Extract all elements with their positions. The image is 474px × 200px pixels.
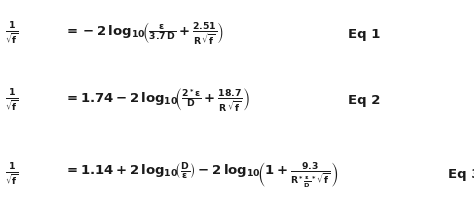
- Text: $\mathbf{\frac{1}{\sqrt{f}}}$: $\mathbf{\frac{1}{\sqrt{f}}}$: [5, 161, 18, 187]
- Text: $\mathbf{= 1.14 + 2\,log_{10}\!\left(\frac{D}{\varepsilon}\right) - 2\,log_{10}\: $\mathbf{= 1.14 + 2\,log_{10}\!\left(\fr…: [64, 160, 338, 188]
- Text: Eq 2: Eq 2: [348, 94, 381, 106]
- Text: $\mathbf{= 1.74 - 2\,log_{10}\!\left(\frac{2^*\varepsilon}{D}+\frac{18.7}{R\,\sq: $\mathbf{= 1.74 - 2\,log_{10}\!\left(\fr…: [64, 86, 250, 114]
- Text: $\mathbf{= -2\,log_{10}\!\left(\frac{\varepsilon}{3.7\,D}+\frac{2.51}{R\,\sqrt{f: $\mathbf{= -2\,log_{10}\!\left(\frac{\va…: [64, 21, 224, 47]
- Text: $\mathbf{\frac{1}{\sqrt{f}}}$: $\mathbf{\frac{1}{\sqrt{f}}}$: [5, 87, 18, 113]
- Text: Eq 1: Eq 1: [348, 28, 381, 40]
- Text: Eq 3: Eq 3: [448, 168, 474, 180]
- Text: $\mathbf{\frac{1}{\sqrt{f}}}$: $\mathbf{\frac{1}{\sqrt{f}}}$: [5, 21, 18, 47]
